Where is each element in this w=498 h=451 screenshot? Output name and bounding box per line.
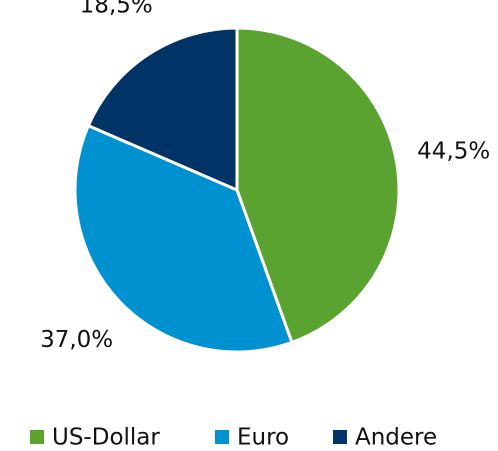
legend-label: Euro xyxy=(237,425,289,451)
pie-slice xyxy=(73,123,294,354)
legend-label: Andere xyxy=(355,425,437,451)
pie-slice xyxy=(86,26,239,193)
data-label: 44,5% xyxy=(417,139,490,165)
legend-swatch xyxy=(333,430,347,444)
legend-swatch xyxy=(30,430,44,444)
data-label: 37,0% xyxy=(40,327,113,353)
pie-slice xyxy=(235,26,401,345)
data-label: 18,5% xyxy=(80,0,153,19)
legend-swatch xyxy=(215,430,229,444)
legend-label: US-Dollar xyxy=(52,425,160,451)
